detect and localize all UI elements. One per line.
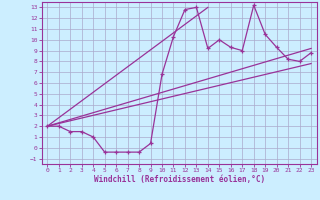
X-axis label: Windchill (Refroidissement éolien,°C): Windchill (Refroidissement éolien,°C)	[94, 175, 265, 184]
